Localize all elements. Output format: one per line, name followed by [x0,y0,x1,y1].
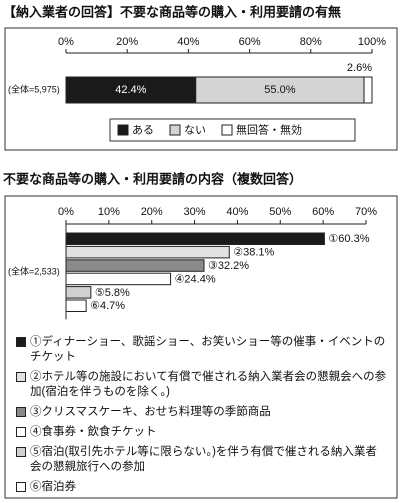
legend-swatch [16,447,26,457]
chart-frame [4,195,398,499]
legend-label: ⑥宿泊券 [30,481,76,493]
bar [65,299,87,312]
data-label: ⑥4.7% [90,300,125,312]
data-label: ①60.3% [328,233,369,245]
legend-swatch [221,124,233,136]
x-tick-label: 80% [300,36,322,48]
legend-item: ⑤宿泊(取引先ホテル等に限らない。)を伴う有償で催される納入業者会の懇親旅行への… [16,445,388,475]
bar-segment [65,76,197,104]
x-tick-label: 40% [226,206,248,218]
bar [65,272,172,286]
legend-frame [109,118,356,142]
legend-label: ②ホテル等の施設において有償で催される納入業者会の懇親会への参加(宿泊を伴うもの… [30,371,387,398]
chart-title: 【納入業者の回答】不要な商品等の購入・利用要請の有無 [3,4,341,19]
legend-label: ①ディナーショー、歌謡ショー、お笑いショー等の催事・イベントのチケット [30,336,386,363]
bar-segment [363,76,373,104]
bar [65,259,205,272]
x-tick-label: 100% [358,36,386,48]
x-tick-label: 70% [355,206,377,218]
legend-swatch [117,124,129,136]
x-tick-label: 50% [269,206,291,218]
chart-frame [4,27,398,151]
legend-item: ①ディナーショー、歌謡ショー、お笑いショー等の催事・イベントのチケット [16,335,388,365]
legend-swatch [16,337,26,347]
bar [65,286,92,299]
legend-item: ⑥宿泊券 [16,480,388,495]
data-label: 42.4% [115,84,146,96]
legend-label: ない [184,123,206,136]
x-tick-label: 0% [58,36,74,48]
data-label: ②38.1% [233,247,274,259]
legend-item: ④食事券・飲食チケット [16,425,388,440]
legend-label: ⑤宿泊(取引先ホテル等に限らない。)を伴う有償で催される納入業者会の懇親旅行への… [30,446,377,473]
data-label: 2.6% [347,62,372,74]
legend-swatch [16,427,26,437]
category-label: (全体=5,975) [8,83,60,94]
legend-swatch [169,124,181,136]
x-tick-label: 60% [312,206,334,218]
legend-label: 無回答・無効 [236,122,302,136]
legend-swatch [16,372,26,382]
bar [65,245,230,259]
bar [65,232,325,245]
legend-swatch [16,482,26,492]
x-tick-label: 0% [58,206,74,218]
legend: ①ディナーショー、歌謡ショー、お笑いショー等の催事・イベントのチケット ②ホテル等… [16,335,388,500]
legend-item: ②ホテル等の施設において有償で催される納入業者会の懇親会への参加(宿泊を伴うもの… [16,370,388,400]
bar-segment [195,76,365,104]
data-label: ③32.2% [208,260,249,272]
chart-title: 不要な商品等の購入・利用要請の内容（複数回答） [3,171,302,186]
legend-swatch [16,407,26,417]
x-tick-label: 20% [116,36,138,48]
category-label: (全体=2,533) [8,265,60,276]
x-tick-label: 30% [184,206,206,218]
data-label: ④24.4% [175,273,216,285]
x-tick-label: 40% [177,36,199,48]
data-label: 55.0% [264,84,295,96]
x-tick-label: 60% [239,36,261,48]
x-tick-label: 20% [141,206,163,218]
legend-label: ある [132,123,154,136]
data-label: ⑤5.8% [95,287,130,299]
legend-label: ③クリスマスケーキ、おせち料理等の季節商品 [30,406,271,418]
legend-item: ③クリスマスケーキ、おせち料理等の季節商品 [16,405,388,420]
legend-label: ④食事券・飲食チケット [30,426,157,438]
x-tick-label: 10% [98,206,120,218]
